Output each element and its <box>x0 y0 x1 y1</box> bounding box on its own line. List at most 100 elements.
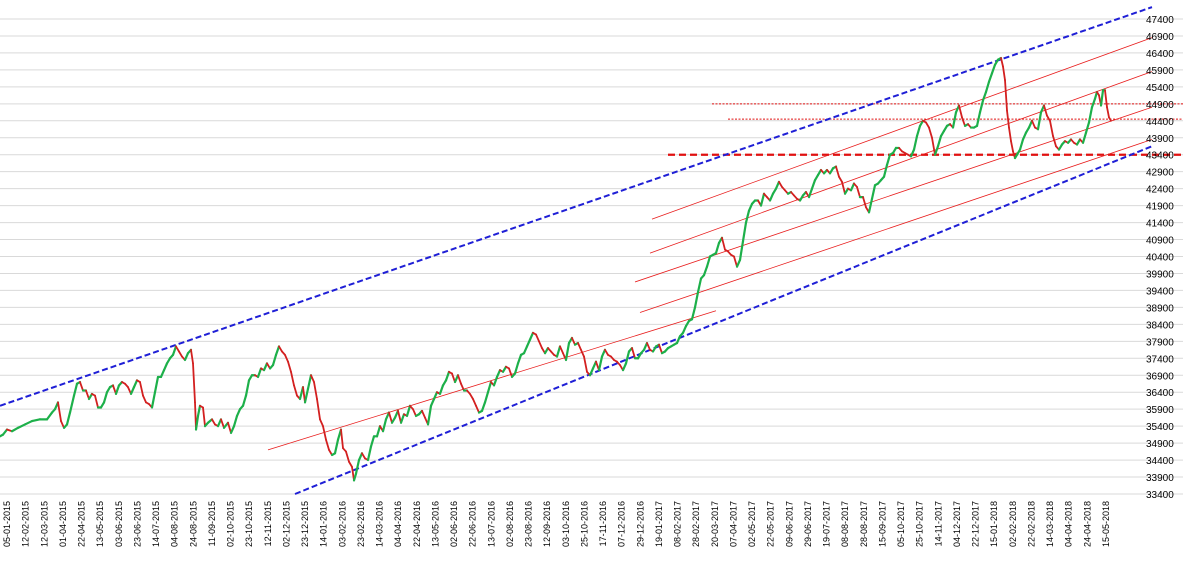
price-segment-up <box>486 380 493 394</box>
price-segment-up <box>933 145 940 156</box>
x-tick-label: 04-04-2018 <box>1064 501 1074 547</box>
price-segment-up <box>1084 121 1091 134</box>
x-tick-label: 15-09-2017 <box>877 501 887 547</box>
x-tick-label: 14-03-2016 <box>375 501 385 547</box>
price-segment-up <box>241 394 248 407</box>
price-segment-down <box>412 408 417 417</box>
price-segment-up <box>232 414 239 428</box>
x-tick-label: 03-10-2016 <box>561 501 571 547</box>
price-segment-down <box>1010 140 1014 153</box>
y-tick-label: 43900 <box>1146 134 1174 145</box>
price-segment-up <box>981 90 988 102</box>
price-segment-up <box>235 408 242 418</box>
price-segment-up <box>975 111 982 127</box>
x-tick-label: 23-08-2016 <box>524 501 534 547</box>
x-tick-label: 19-01-2017 <box>654 501 664 547</box>
price-segment-up <box>114 384 121 396</box>
x-tick-label: 19-07-2017 <box>822 501 832 547</box>
price-segment-up <box>501 365 508 373</box>
price-segment-up <box>528 331 535 341</box>
trend-line-red <box>649 71 1153 254</box>
price-segment-up <box>597 355 604 372</box>
price-segment-up <box>807 187 814 199</box>
x-tick-label: 03-06-2015 <box>114 501 124 547</box>
x-tick-label: 07-04-2017 <box>728 501 738 547</box>
price-segment-up <box>741 221 748 243</box>
price-segment-up <box>357 452 364 462</box>
price-segment-up <box>642 341 649 351</box>
y-tick-label: 42400 <box>1146 185 1174 196</box>
price-segment-down <box>457 374 462 385</box>
price-segment-up <box>381 418 388 433</box>
price-segment-up <box>555 345 562 358</box>
x-tick-label: 05-01-2015 <box>2 501 12 547</box>
price-segment-down <box>925 121 930 129</box>
price-segment-down <box>1006 109 1010 129</box>
x-tick-label: 25-10-2017 <box>915 501 925 547</box>
price-segment-down <box>139 381 144 397</box>
price-segment-down <box>316 398 321 421</box>
x-tick-label: 22-04-2016 <box>412 501 422 547</box>
y-tick-label: 42900 <box>1146 168 1174 179</box>
price-segment-down <box>559 345 564 355</box>
x-tick-label: 04-04-2016 <box>393 501 403 547</box>
price-segment-up <box>426 404 433 426</box>
price-segment-up <box>1027 119 1034 129</box>
y-axis: 33400 33900 34400 34900 35400 35900 36400 36900… <box>1146 15 1174 501</box>
price-segment-down <box>646 342 651 351</box>
x-tick-label: 07-12-2016 <box>617 501 627 547</box>
trend-line-red <box>267 310 717 451</box>
y-tick-label: 43400 <box>1146 151 1174 162</box>
price-segment-up <box>705 255 712 268</box>
price-segment-up <box>65 411 72 426</box>
price-segment-down <box>319 418 324 428</box>
price-segment-down <box>310 374 315 383</box>
price-segment-up <box>492 375 499 387</box>
price-segment-up <box>987 72 994 83</box>
price-segment-down <box>583 355 588 373</box>
x-tick-label: 09-06-2017 <box>784 501 794 547</box>
price-segment-down <box>835 165 840 178</box>
price-segment-up <box>735 258 742 268</box>
price-segment-down <box>57 401 62 422</box>
price-segment-down <box>421 409 426 419</box>
x-tick-label: 12-02-2015 <box>21 501 31 547</box>
price-segment-up <box>525 338 532 348</box>
price-segment-up <box>1036 111 1043 131</box>
x-tick-label: 24-04-2018 <box>1082 501 1092 547</box>
x-tick-label: 02-06-2016 <box>449 501 459 547</box>
price-segment-down <box>345 450 350 463</box>
price-segment-down <box>202 406 206 428</box>
price-segment-up <box>951 111 958 129</box>
price-segment-down <box>475 404 480 414</box>
x-tick-label: 13-05-2015 <box>95 501 105 547</box>
price-segment-down <box>227 421 232 434</box>
price-segment-up <box>714 241 721 255</box>
price-segment-up <box>274 345 281 356</box>
price-segment-down <box>604 348 609 356</box>
price-segment-up <box>102 391 109 404</box>
price-segment-up <box>153 375 160 394</box>
y-tick-label: 35900 <box>1146 405 1174 416</box>
y-tick-label: 45400 <box>1146 83 1174 94</box>
price-segment-down <box>142 394 147 404</box>
y-tick-label: 33400 <box>1146 490 1174 501</box>
x-tick-label: 22-05-2017 <box>766 501 776 547</box>
price-segment-up <box>738 240 745 261</box>
price-segment-down <box>94 394 99 409</box>
x-tick-label: 15-05-2018 <box>1101 501 1111 547</box>
price-segment-up <box>909 148 916 158</box>
price-segment-down <box>85 389 90 400</box>
gridlines <box>0 18 1183 495</box>
x-tick-label: 04-12-2017 <box>952 501 962 547</box>
price-segment-down <box>190 348 194 365</box>
price-segment-up <box>16 423 27 429</box>
price-segment-up <box>849 182 856 192</box>
x-tick-label: 08-02-2017 <box>673 501 683 547</box>
x-tick-label: 17-11-2016 <box>598 501 608 546</box>
x-axis: 05-01-2015 12-02-2015 12-03-2015 01-04-2015… <box>2 501 1111 547</box>
price-segment-up <box>262 362 269 372</box>
x-tick-label: 01-04-2015 <box>58 501 68 547</box>
price-segment-up <box>366 445 373 462</box>
